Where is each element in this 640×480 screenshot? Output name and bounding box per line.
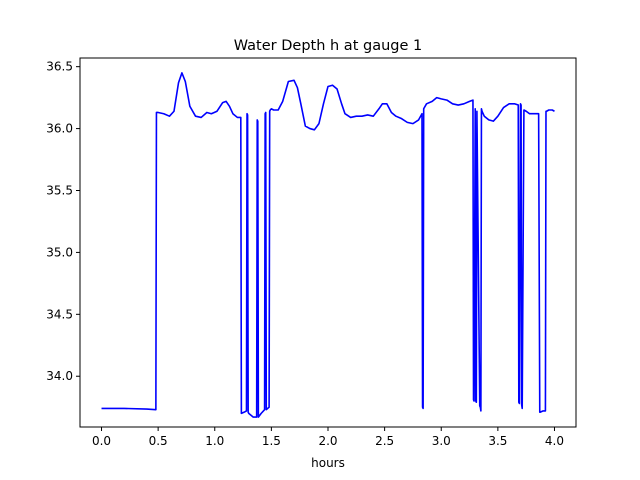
y-tick-label: 35.0: [46, 245, 73, 259]
plot-area: [101, 72, 555, 418]
y-axis: 34.0 34.5 35.0 35.5 36.0 36.5: [46, 60, 80, 383]
x-axis-label: hours: [311, 456, 345, 470]
x-axis: 0.0 0.5 1.0 1.5 2.0 2.5 3.0 3.5 4.0: [92, 427, 564, 448]
x-tick-label: 2.5: [375, 434, 394, 448]
x-tick-label: 0.0: [92, 434, 111, 448]
x-tick-label: 3.5: [488, 434, 507, 448]
y-tick-label: 36.0: [46, 122, 73, 136]
x-tick-label: 1.5: [262, 434, 281, 448]
y-tick-label: 35.5: [46, 183, 73, 197]
y-tick-label: 34.5: [46, 307, 73, 321]
x-tick-label: 4.0: [545, 434, 564, 448]
x-tick-label: 0.5: [149, 434, 168, 448]
x-tick-label: 1.0: [205, 434, 224, 448]
y-tick-label: 36.5: [46, 60, 73, 74]
x-tick-label: 3.0: [432, 434, 451, 448]
y-tick-label: 34.0: [46, 369, 73, 383]
x-tick-label: 2.0: [318, 434, 337, 448]
series-line-0: [101, 72, 555, 418]
chart-title: Water Depth h at gauge 1: [234, 38, 422, 54]
